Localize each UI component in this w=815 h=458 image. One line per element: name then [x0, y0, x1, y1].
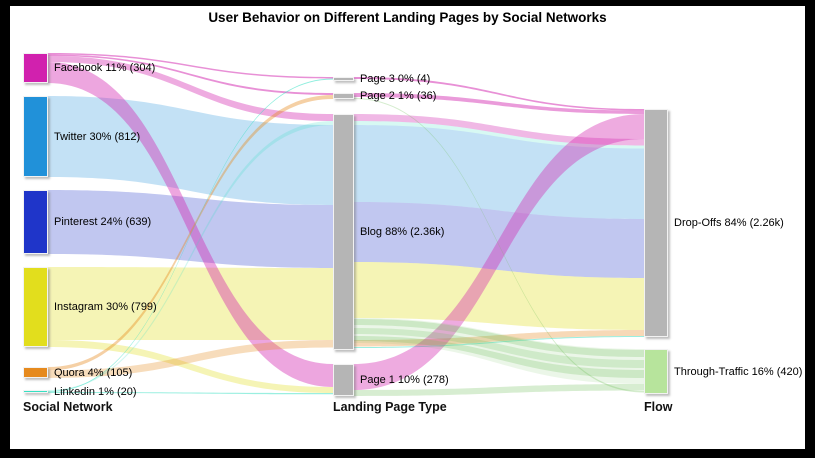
sankey-node-blog[interactable] [333, 114, 354, 350]
ribbon-blog-dropoffs [354, 114, 644, 146]
ribbon-page2-through [354, 98, 644, 393]
sankey-node-label-dropoffs: Drop-Offs 84% (2.26k) [674, 217, 784, 229]
ribbon-twitter-blog [48, 96, 333, 205]
ribbon-linkedin-page3 [48, 78, 333, 392]
sankey-node-through[interactable] [644, 349, 668, 394]
sankey-node-dropoffs[interactable] [644, 109, 668, 337]
sankey-node-linkedin[interactable] [23, 390, 48, 393]
ribbon-blog-through [354, 336, 644, 378]
sankey-node-page3[interactable] [333, 77, 354, 81]
ribbon-blog-dropoffs [354, 125, 644, 219]
ribbon-blog-dropoffs [354, 202, 644, 278]
sankey-node-instagram[interactable] [23, 267, 48, 347]
sankey-node-label-through: Through-Traffic 16% (420) [674, 365, 803, 378]
ribbon-instagram-page1 [48, 340, 333, 393]
column-label-flow: Flow [644, 400, 673, 414]
sankey-node-label-twitter: Twitter 30% (812) [54, 130, 141, 143]
ribbon-blog-dropoffs [354, 121, 644, 149]
sankey-node-label-instagram: Instagram 30% (799) [54, 301, 157, 313]
ribbon-quora-blog [48, 340, 333, 378]
ribbon-blog-through [354, 328, 644, 368]
ribbon-pinterest-blog [48, 190, 333, 268]
column-label-social-network: Social Network [23, 400, 113, 414]
ribbon-quora-page2 [48, 95, 333, 371]
sankey-node-label-quora: Quora 4% (105) [54, 366, 133, 379]
ribbon-page2-dropoffs [354, 93, 644, 114]
column-label-landing-page-type: Landing Page Type [333, 400, 447, 414]
ribbon-instagram-blog [48, 267, 333, 340]
ribbon-facebook-page1 [48, 62, 333, 387]
sankey-node-twitter[interactable] [23, 96, 48, 177]
sankey-node-facebook[interactable] [23, 53, 48, 83]
ribbon-page1-through [354, 384, 644, 396]
sankey-node-pinterest[interactable] [23, 190, 48, 254]
ribbon-linkedin-page1 [48, 392, 333, 395]
ribbon-linkedin-blog [48, 121, 333, 392]
sankey-node-label-pinterest: Pinterest 24% (639) [54, 216, 152, 228]
ribbon-blog-through [354, 319, 644, 357]
sankey-node-page2[interactable] [333, 93, 354, 99]
sankey-node-quora[interactable] [23, 367, 48, 378]
sankey-node-label-facebook: Facebook 11% (304) [54, 62, 156, 74]
ribbon-page1-dropoffs [354, 114, 644, 390]
ribbon-blog-dropoffs [354, 336, 644, 348]
ribbon-facebook-page2 [48, 54, 333, 95]
sankey-node-label-page2: Page 2 1% (36) [360, 90, 437, 102]
sankey-node-label-page1: Page 1 10% (278) [360, 374, 449, 386]
ribbon-blog-through [354, 318, 644, 384]
sankey-node-label-page3: Page 3 0% (4) [360, 73, 431, 85]
chart-title: User Behavior on Different Landing Pages… [208, 10, 607, 25]
ribbon-blog-dropoffs [354, 262, 644, 330]
ribbon-facebook-blog [48, 56, 333, 121]
ribbon-blog-dropoffs [354, 330, 644, 347]
ribbon-facebook-page3 [48, 53, 333, 79]
ribbon-page3-dropoffs [354, 77, 644, 111]
chart-frame: User Behavior on Different Landing Pages… [10, 6, 805, 449]
sankey-ribbons-layer [48, 53, 644, 396]
sankey-node-page1[interactable] [333, 364, 354, 396]
sankey-node-label-blog: Blog 88% (2.36k) [360, 226, 445, 238]
sankey-node-label-linkedin: Linkedin 1% (20) [54, 385, 137, 398]
